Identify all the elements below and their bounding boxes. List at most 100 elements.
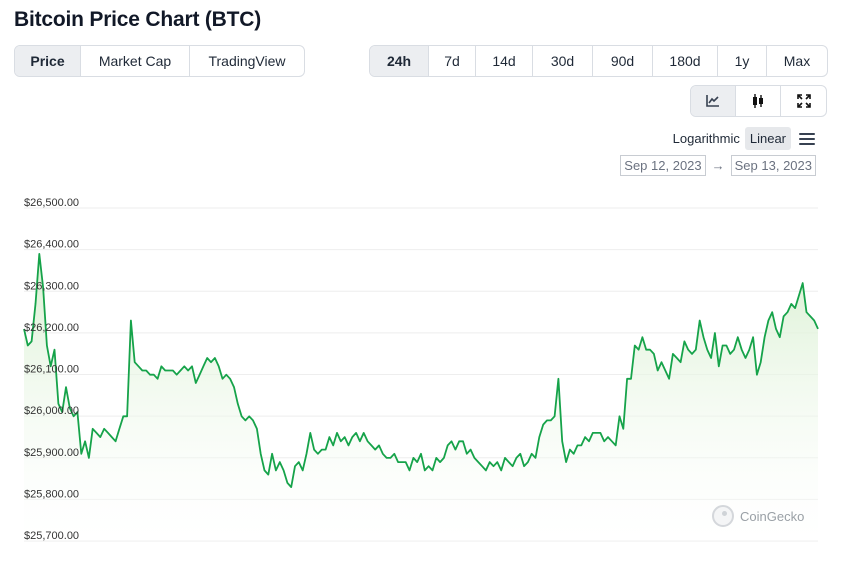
price-point <box>34 303 36 305</box>
price-point <box>595 432 597 434</box>
price-point <box>183 365 185 367</box>
price-point <box>38 253 40 255</box>
price-point <box>706 349 708 351</box>
price-point <box>347 444 349 446</box>
price-point <box>107 432 109 434</box>
price-point <box>202 365 204 367</box>
price-point <box>435 457 437 459</box>
price-point <box>802 282 804 284</box>
price-point <box>168 369 170 371</box>
price-point <box>714 332 716 334</box>
price-point <box>477 461 479 463</box>
price-point <box>450 440 452 442</box>
price-point <box>584 436 586 438</box>
hamburger-menu-icon[interactable] <box>799 132 815 145</box>
range-7d[interactable]: 7d <box>429 46 476 76</box>
price-point <box>561 440 563 442</box>
price-point <box>195 382 197 384</box>
price-point <box>607 436 609 438</box>
range-90d[interactable]: 90d <box>593 46 653 76</box>
price-point <box>252 419 254 421</box>
tab-tradingview[interactable]: TradingView <box>208 53 286 69</box>
price-point <box>790 303 792 305</box>
price-point <box>630 378 632 380</box>
price-point <box>134 361 136 363</box>
price-point <box>458 440 460 442</box>
chart-type-toggle <box>690 85 827 117</box>
price-point <box>767 319 769 321</box>
price-point <box>233 386 235 388</box>
price-point <box>271 453 273 455</box>
price-point <box>756 374 758 376</box>
candlestick-icon[interactable] <box>736 86 781 116</box>
price-point <box>752 336 754 338</box>
price-point <box>679 361 681 363</box>
price-point <box>515 457 517 459</box>
price-point <box>309 432 311 434</box>
price-point <box>156 378 158 380</box>
price-point <box>485 469 487 471</box>
price-point <box>809 315 811 317</box>
y-tick-label: $26,500.00 <box>24 197 79 209</box>
range-14d[interactable]: 14d <box>476 46 533 76</box>
price-point <box>260 453 262 455</box>
price-point <box>164 369 166 371</box>
price-point <box>683 340 685 342</box>
price-point <box>637 349 639 351</box>
price-point <box>813 319 815 321</box>
logarithmic-option[interactable]: Logarithmic <box>672 131 740 146</box>
y-tick-label: $25,900.00 <box>24 447 79 459</box>
range-180d[interactable]: 180d <box>653 46 718 76</box>
price-point <box>305 453 307 455</box>
price-point <box>99 436 101 438</box>
price-point <box>53 349 55 351</box>
date-from-input[interactable]: Sep 12, 2023 <box>620 155 706 176</box>
fullscreen-icon[interactable] <box>781 86 826 116</box>
price-point <box>508 461 510 463</box>
price-point <box>733 349 735 351</box>
price-point <box>366 440 368 442</box>
price-point <box>805 311 807 313</box>
line-chart-icon[interactable] <box>691 86 736 116</box>
price-point <box>737 336 739 338</box>
price-point <box>466 453 468 455</box>
price-point <box>130 319 132 321</box>
price-point <box>771 311 773 313</box>
price-point <box>645 349 647 351</box>
price-point <box>214 357 216 359</box>
price-point <box>206 357 208 359</box>
range-24h[interactable]: 24h <box>370 46 429 76</box>
price-point <box>744 357 746 359</box>
price-point <box>46 344 48 346</box>
price-point <box>462 440 464 442</box>
price-area-fill <box>24 253 818 541</box>
range-1y[interactable]: 1y <box>718 46 767 76</box>
price-point <box>676 357 678 359</box>
price-point <box>359 440 361 442</box>
watermark-text: CoinGecko <box>740 508 805 524</box>
price-point <box>702 336 704 338</box>
price-point <box>382 453 384 455</box>
price-point <box>557 378 559 380</box>
range-max[interactable]: Max <box>783 53 811 69</box>
range-30d[interactable]: 30d <box>533 46 593 76</box>
price-point <box>137 365 139 367</box>
date-to-input[interactable]: Sep 13, 2023 <box>730 155 816 176</box>
price-point <box>664 369 666 371</box>
price-point <box>385 457 387 459</box>
price-point <box>279 461 281 463</box>
price-point <box>580 444 582 446</box>
tab-price[interactable]: Price <box>15 46 81 76</box>
linear-option[interactable]: Linear <box>744 127 791 150</box>
price-point <box>389 457 391 459</box>
price-point <box>748 349 750 351</box>
price-point <box>408 469 410 471</box>
price-point <box>27 344 29 346</box>
price-point <box>198 374 200 376</box>
price-point <box>469 448 471 450</box>
tab-market-cap[interactable]: Market Cap <box>81 46 190 76</box>
price-point <box>393 453 395 455</box>
price-point <box>553 415 555 417</box>
price-point <box>725 344 727 346</box>
price-point <box>221 378 223 380</box>
